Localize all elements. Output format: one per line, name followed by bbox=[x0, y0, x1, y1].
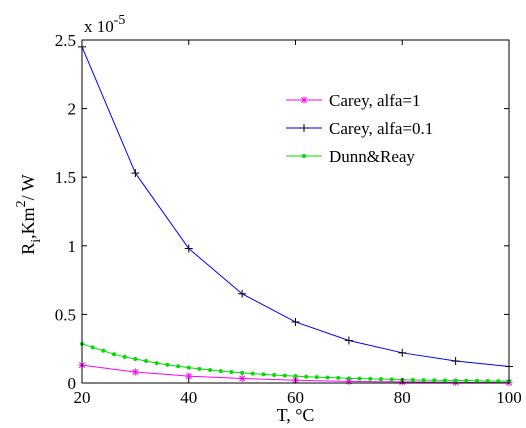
dot-marker bbox=[186, 365, 191, 370]
dot-marker bbox=[453, 378, 458, 383]
y-multiplier-exponent: -5 bbox=[114, 13, 126, 28]
axis-ticks bbox=[81, 39, 510, 384]
star-marker bbox=[239, 375, 246, 382]
y-tick-label: 2 bbox=[68, 100, 77, 119]
y-tick-label: 1 bbox=[68, 237, 77, 256]
legend-item: Dunn&Reay bbox=[286, 147, 415, 166]
dot-marker bbox=[389, 377, 394, 382]
y-tick-label: 0.5 bbox=[55, 305, 76, 324]
legend-item: Carey, alfa=1 bbox=[286, 91, 421, 110]
y-label-superscript: 2 bbox=[14, 200, 29, 207]
y-axis-label: Ri,Km2/ W bbox=[14, 174, 44, 255]
dot-marker bbox=[410, 377, 415, 382]
dot-marker bbox=[90, 345, 95, 350]
dot-marker bbox=[336, 375, 341, 380]
dot-marker bbox=[282, 373, 287, 378]
dot-marker bbox=[485, 378, 490, 383]
dot-marker bbox=[112, 352, 117, 357]
x-tick-label: 20 bbox=[74, 388, 91, 407]
dot-marker bbox=[176, 364, 181, 369]
y-label-subscript: i bbox=[29, 239, 44, 243]
dot-marker bbox=[378, 377, 383, 382]
dot-marker bbox=[496, 379, 501, 384]
dot-marker bbox=[314, 375, 319, 380]
legend: Carey, alfa=1 Carey, alfa=0.1 Dunn&Reay bbox=[286, 91, 433, 166]
dot-marker bbox=[133, 356, 138, 361]
dot-marker bbox=[218, 369, 223, 374]
dot-marker bbox=[421, 378, 426, 383]
dot-marker bbox=[302, 154, 306, 158]
dot-marker bbox=[197, 366, 202, 371]
plot-series bbox=[78, 42, 513, 387]
dot-marker bbox=[229, 370, 234, 375]
dot-marker bbox=[325, 375, 330, 380]
dot-marker bbox=[144, 359, 149, 364]
y-label-unit-end: / W bbox=[18, 174, 38, 200]
y-label-unit: ,Km bbox=[18, 207, 38, 239]
star-marker bbox=[132, 368, 139, 376]
y-tick-label: 2.5 bbox=[55, 31, 76, 50]
legend-label: Carey, alfa=0.1 bbox=[329, 119, 433, 138]
y-tick-label: 1.5 bbox=[55, 168, 76, 187]
star-marker bbox=[185, 373, 192, 380]
x-tick-label: 80 bbox=[394, 388, 411, 407]
series-dot bbox=[80, 341, 511, 384]
dot-marker bbox=[293, 374, 298, 379]
dot-marker bbox=[304, 374, 309, 379]
dot-marker bbox=[272, 373, 277, 378]
y-tick-label: 0 bbox=[68, 374, 77, 393]
dot-marker bbox=[442, 378, 447, 383]
x-axis-label: T, °C bbox=[277, 405, 315, 425]
dot-marker bbox=[208, 367, 213, 372]
series-plus bbox=[78, 42, 513, 371]
x-tick-label: 40 bbox=[180, 388, 197, 407]
dot-marker bbox=[464, 378, 469, 383]
axis-tick-labels: 20 40 60 80 100 0 0.5 1 1.5 2 2.5 bbox=[55, 31, 522, 407]
y-axis-multiplier: x 10-5 bbox=[84, 13, 125, 36]
dot-marker bbox=[474, 378, 479, 383]
legend-label: Dunn&Reay bbox=[329, 147, 415, 166]
dot-marker bbox=[368, 376, 373, 381]
star-marker bbox=[300, 96, 308, 104]
dot-marker bbox=[165, 362, 170, 367]
legend-label: Carey, alfa=1 bbox=[329, 91, 421, 110]
x-tick-label: 100 bbox=[496, 388, 522, 407]
dot-marker bbox=[432, 378, 437, 383]
dot-marker bbox=[101, 348, 106, 353]
dot-marker bbox=[357, 376, 362, 381]
dot-marker bbox=[261, 372, 266, 377]
dot-marker bbox=[122, 354, 127, 359]
y-label-base: R bbox=[18, 243, 38, 255]
y-multiplier-base: x 10 bbox=[84, 17, 114, 36]
legend-item: Carey, alfa=0.1 bbox=[286, 119, 433, 138]
x-tick-label: 60 bbox=[287, 388, 304, 407]
dot-marker bbox=[250, 371, 255, 376]
dot-marker bbox=[154, 361, 159, 366]
dot-marker bbox=[346, 376, 351, 381]
dot-marker bbox=[240, 370, 245, 375]
